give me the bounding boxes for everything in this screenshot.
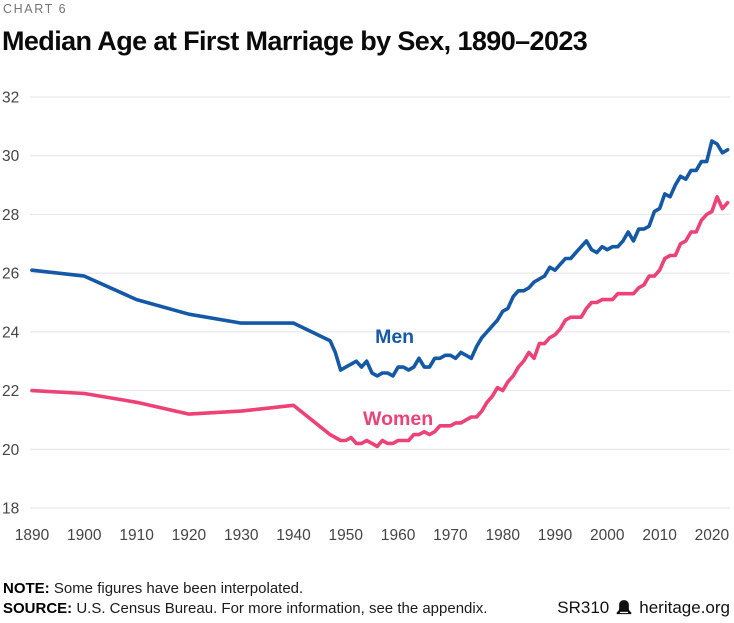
x-tick-label-1930: 1930 (224, 527, 259, 544)
x-tick-label-1910: 1910 (119, 527, 154, 544)
source-label: SOURCE: (3, 600, 73, 617)
x-tick-label-1900: 1900 (67, 527, 102, 544)
page-title: Median Age at First Marriage by Sex, 189… (2, 26, 588, 56)
x-tick-label-2000: 2000 (590, 527, 625, 544)
source-text: U.S. Census Bureau. For more information… (76, 600, 488, 617)
x-tick-label-1990: 1990 (538, 527, 573, 544)
x-tick-label-1940: 1940 (276, 527, 311, 544)
heritage-bell-icon (616, 600, 632, 615)
y-tick-label-18: 18 (2, 501, 19, 518)
y-tick-label-22: 22 (2, 383, 19, 400)
x-tick-label-1920: 1920 (172, 527, 207, 544)
x-tick-label-2020: 2020 (695, 527, 730, 544)
y-tick-label-28: 28 (2, 207, 19, 224)
women-series-label: Women (363, 408, 433, 430)
median-age-line-chart: 18 20 22 24 26 28 30 32 1890 1900 1910 1920 1930 1940… (2, 90, 730, 544)
y-tick-label-20: 20 (2, 442, 20, 459)
x-tick-label-1970: 1970 (433, 527, 468, 544)
y-tick-label-30: 30 (2, 148, 20, 165)
note-text: Some figures have been interpolated. (53, 580, 304, 597)
men-series-label: Men (375, 326, 414, 348)
x-tick-label-1960: 1960 (381, 527, 416, 544)
x-tick-label-1890: 1890 (15, 527, 50, 544)
x-tick-label-1950: 1950 (329, 527, 364, 544)
footnotes: NOTE: Some figures have been interpolate… (3, 579, 487, 619)
note-line: NOTE: Some figures have been interpolate… (3, 579, 487, 599)
women-line (30, 195, 730, 449)
men-line (30, 139, 730, 378)
y-tick-label-26: 26 (2, 266, 19, 283)
report-id: SR310 (557, 598, 610, 617)
x-tick-label-2010: 2010 (642, 527, 677, 544)
site-link[interactable]: heritage.org (639, 598, 730, 617)
note-label: NOTE: (3, 580, 50, 597)
branding: SR310 heritage.org (557, 598, 730, 618)
y-tick-label-24: 24 (2, 324, 20, 341)
chart-number-label: CHART 6 (3, 2, 68, 16)
source-line: SOURCE: U.S. Census Bureau. For more inf… (3, 599, 487, 619)
y-tick-label-32: 32 (2, 90, 19, 107)
x-tick-label-1980: 1980 (485, 527, 520, 544)
